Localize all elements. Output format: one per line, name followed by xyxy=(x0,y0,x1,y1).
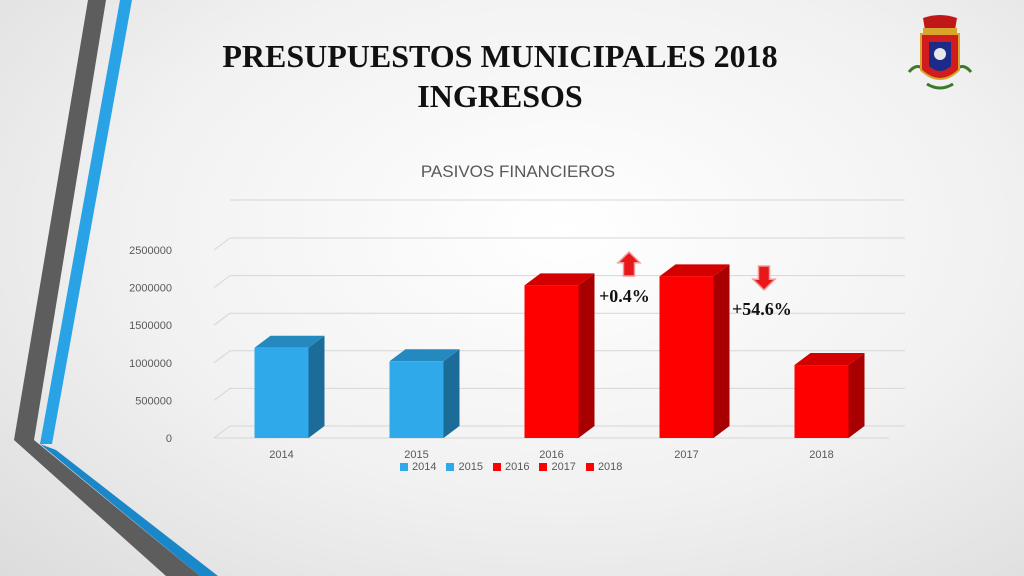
x-tick-label: 2017 xyxy=(674,449,698,461)
bar-side xyxy=(308,335,325,438)
bar-top xyxy=(389,349,460,362)
legend-item: 2014 xyxy=(400,461,436,473)
arrow-down-icon xyxy=(751,265,777,292)
y-tick-label: 0 xyxy=(166,433,172,445)
gray-stripe-upper xyxy=(14,0,106,440)
legend-label: 2016 xyxy=(504,461,530,473)
bar-2015 xyxy=(389,361,444,438)
bar-side xyxy=(578,273,595,438)
y-tick-label: 2000000 xyxy=(129,283,172,295)
slide-title-line-2: INGRESOS xyxy=(417,78,583,114)
legend-item: 2017 xyxy=(539,461,576,473)
blue-stripe-upper xyxy=(40,0,132,444)
legend-label: 2018 xyxy=(597,461,623,473)
x-tick-label: 2018 xyxy=(809,449,833,461)
bar-top xyxy=(524,273,595,286)
municipal-coat-of-arms-icon xyxy=(907,15,973,90)
legend-swatch xyxy=(585,463,594,471)
y-tick-label: 2500000 xyxy=(129,245,172,257)
bar-2018 xyxy=(794,365,849,438)
slide-title-line-1: PRESUPUESTOS MUNICIPALES 2018 xyxy=(222,38,778,74)
gridline-depth xyxy=(213,312,231,326)
gridline-depth xyxy=(213,387,231,401)
gridline-depth xyxy=(213,350,231,364)
bar-top xyxy=(794,353,865,366)
gridline-depth xyxy=(213,237,231,251)
gridline-depth xyxy=(213,275,231,289)
blue-stripe-lower xyxy=(40,444,218,576)
bar-side xyxy=(443,349,460,438)
legend-label: 2017 xyxy=(551,461,576,473)
arrow-up-icon xyxy=(616,250,642,277)
bar-2014 xyxy=(254,347,309,438)
y-tick-label: 1500000 xyxy=(129,320,172,332)
x-tick-label: 2015 xyxy=(404,449,428,461)
decorative-stripes xyxy=(14,0,218,576)
bar-2017 xyxy=(659,276,714,438)
chart-legend: 2014 2015 2016 2017 2018 xyxy=(400,461,640,473)
bar-2016 xyxy=(524,285,579,438)
slide-title: PRESUPUESTOS MUNICIPALES 2018 INGRESOS xyxy=(150,36,850,116)
gridline-depth xyxy=(213,425,231,439)
chart-title: PASIVOS FINANCIEROS xyxy=(420,162,616,181)
bar-side xyxy=(713,264,730,438)
legend-swatch xyxy=(446,463,455,471)
legend-item: 2015 xyxy=(446,461,483,473)
legend-label: 2015 xyxy=(458,461,483,473)
bar-top xyxy=(659,264,730,277)
legend-swatch xyxy=(539,463,548,471)
annotation-2017-2018: +54.6% xyxy=(732,299,792,319)
legend-swatch xyxy=(400,463,408,471)
legend-label: 2014 xyxy=(412,461,437,473)
x-tick-label: 2016 xyxy=(539,449,563,461)
y-tick-label: 1000000 xyxy=(129,358,172,370)
legend-item: 2018 xyxy=(585,461,623,473)
annotation-2016-2017: +0.4% xyxy=(599,286,650,306)
x-tick-label: 2014 xyxy=(269,449,293,461)
y-tick-label: 500000 xyxy=(135,395,172,407)
legend-swatch xyxy=(492,463,501,471)
legend-item: 2016 xyxy=(492,461,530,473)
gray-stripe-lower xyxy=(14,440,200,576)
bar-top xyxy=(254,335,325,348)
bar-side xyxy=(848,353,865,438)
